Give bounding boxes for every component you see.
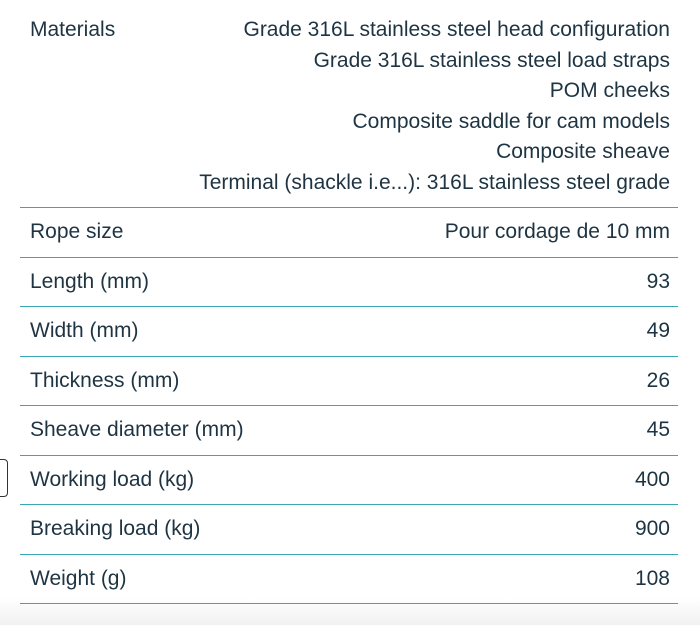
spec-label: Working load (kg) — [30, 467, 195, 491]
spec-values: 45 — [20, 415, 678, 446]
spec-values: 49 — [20, 316, 678, 347]
spec-row: Breaking load (kg) 900 — [20, 505, 678, 555]
spec-label: Width (mm) — [30, 319, 139, 342]
spec-label: Breaking load (kg) — [30, 517, 201, 540]
spec-values: 108 — [20, 564, 678, 595]
spec-label: Rope size — [30, 220, 124, 243]
spec-value: Terminal (shackle i.e...): 316L stainles… — [199, 170, 670, 194]
spec-table: Materials Grade 316L stainless steel head… — [20, 0, 678, 604]
spec-row: Working load (kg) 400 — [20, 456, 678, 505]
spec-row: Length (mm) 93 — [20, 258, 678, 307]
spec-value: 49 — [646, 319, 670, 342]
spec-values: Grade 316L stainless steel head configur… — [20, 15, 678, 198]
spec-values: 900 — [20, 514, 678, 545]
spec-value: Grade 316L stainless steel load straps — [313, 48, 670, 72]
spec-values: 93 — [20, 267, 678, 298]
spec-row: Materials Grade 316L stainless steel head… — [20, 0, 678, 208]
spec-label: Sheave diameter (mm) — [30, 418, 244, 441]
spec-label: Length (mm) — [30, 269, 150, 293]
side-tab[interactable] — [0, 459, 8, 497]
spec-values: 26 — [20, 366, 678, 397]
spec-value: 45 — [646, 418, 670, 441]
spec-value: 900 — [634, 517, 670, 540]
spec-value: 108 — [634, 566, 670, 590]
spec-value: Composite sheave — [496, 140, 670, 163]
spec-value: 400 — [634, 467, 670, 491]
spec-value: 26 — [646, 368, 670, 392]
spec-label: Thickness (mm) — [30, 368, 180, 392]
spec-label: Weight (g) — [30, 566, 127, 590]
spec-value: POM cheeks — [549, 79, 670, 102]
spec-value: Pour cordage de 10 mm — [444, 220, 670, 243]
spec-value: Grade 316L stainless steel head configur… — [243, 18, 670, 41]
spec-row: Rope size Pour cordage de 10 mm — [20, 208, 678, 258]
spec-values: Pour cordage de 10 mm — [20, 217, 678, 248]
spec-row: Width (mm) 49 — [20, 307, 678, 357]
spec-row: Thickness (mm) 26 — [20, 357, 678, 406]
spec-values: 400 — [20, 465, 678, 496]
spec-value: 93 — [646, 269, 670, 293]
spec-label: Materials — [30, 18, 116, 41]
spec-row: Sheave diameter (mm) 45 — [20, 406, 678, 456]
spec-value: Composite saddle for cam models — [352, 109, 670, 133]
spec-row: Weight (g) 108 — [20, 555, 678, 604]
